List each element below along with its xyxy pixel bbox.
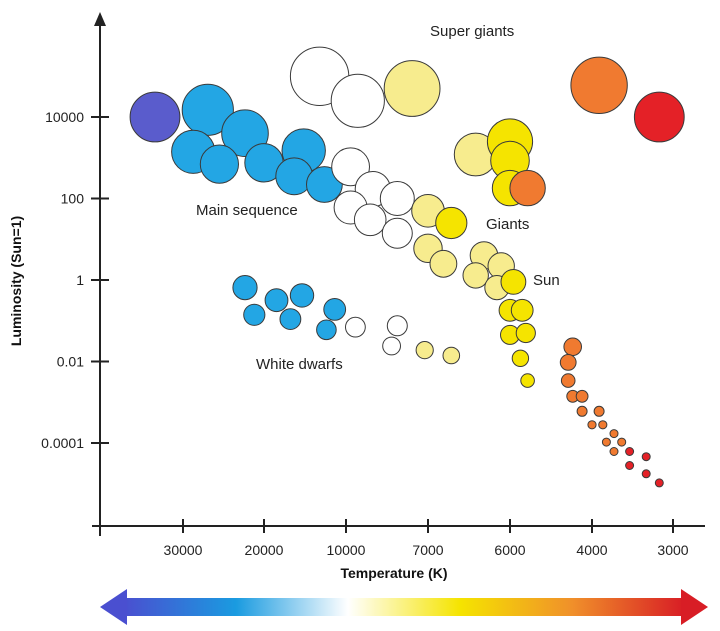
star-white-dwarfs [264,288,289,313]
star-super-giants [633,91,685,143]
y-axis-arrowhead [94,12,106,26]
star-main-sequence [654,478,664,488]
star-main-sequence [429,249,458,278]
y-tick-label: 0.01 [57,354,84,370]
star-main-sequence [601,437,611,447]
x-ticks: 30000 20000 10000 7000 6000 4000 3000 [99,519,689,558]
x-tick-label: 20000 [245,542,284,558]
star-main-sequence [563,337,583,357]
label-white-dwarfs: White dwarfs [256,356,343,373]
label-main-sequence: Main sequence [196,202,298,219]
star-main-sequence [381,217,413,249]
star-white-dwarfs [289,283,315,308]
star-main-sequence [609,429,619,439]
label-giants: Giants [486,216,529,233]
star-super-giants [383,60,441,117]
star-white-dwarfs [415,341,434,360]
x-tick-label: 4000 [576,542,607,558]
star-main-sequence [559,354,577,371]
stars-layer [129,46,685,488]
star-white-dwarfs [232,275,258,301]
temperature-color-bar [100,589,708,625]
y-tick-label: 0.0001 [41,435,84,451]
x-axis-title: Temperature (K) [340,565,447,581]
star-main-sequence [593,405,605,417]
star-white-dwarfs [386,315,408,337]
y-tick-label: 1 [76,272,84,288]
star-super-giants [570,56,628,115]
star-white-dwarfs [382,336,402,356]
label-sun: Sun [533,272,560,289]
y-ticks: 10000 100 1 0.01 0.0001 [41,109,109,451]
star-main-sequence [520,373,535,388]
star-main-sequence [609,447,619,456]
color-bar-left-arrowhead [100,589,127,625]
star-main-sequence [500,269,527,295]
star-main-sequence [435,206,468,240]
color-bar-right-arrowhead [681,589,708,625]
star-main-sequence [515,322,536,344]
x-tick-label: 6000 [494,542,525,558]
color-bar-body [124,598,684,616]
star-main-sequence [560,373,576,388]
star-giants [509,169,546,207]
x-tick-label: 3000 [657,542,688,558]
star-main-sequence [575,389,589,403]
x-tick-label: 7000 [412,542,443,558]
star-main-sequence [641,469,651,479]
star-main-sequence [625,447,635,456]
star-main-sequence [379,181,415,216]
star-main-sequence [199,144,239,184]
star-main-sequence [587,420,597,430]
star-main-sequence [641,452,651,462]
star-main-sequence [617,437,627,447]
star-main-sequence [462,262,489,289]
star-main-sequence [510,298,534,322]
star-main-sequence [576,405,588,417]
star-white-dwarfs [323,298,347,321]
star-white-dwarfs [345,316,366,338]
star-main-sequence [331,147,371,187]
star-main-sequence [353,203,387,237]
star-main-sequence [625,461,635,470]
star-white-dwarfs [243,303,266,326]
x-tick-label: 10000 [327,542,366,558]
star-main-sequence [129,91,181,143]
star-white-dwarfs [442,346,461,365]
x-tick-label: 30000 [164,542,203,558]
y-axis-title: Luminosity (Sun=1) [8,216,24,346]
y-tick-label: 10000 [45,109,84,125]
label-super-giants: Super giants [430,23,514,40]
star-white-dwarfs [316,319,337,341]
star-main-sequence [511,349,530,367]
star-white-dwarfs [279,308,302,331]
star-super-giants [330,73,385,128]
star-main-sequence [598,420,608,430]
y-tick-label: 100 [61,191,85,207]
